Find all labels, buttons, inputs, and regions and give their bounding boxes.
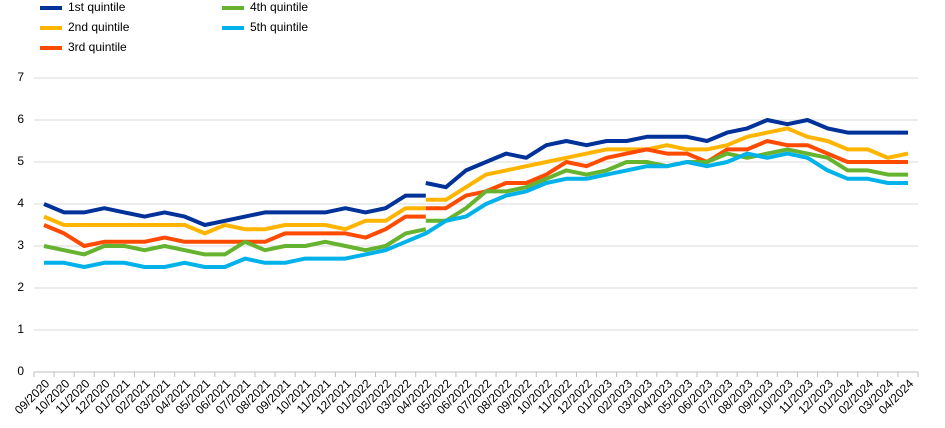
y-tick-label: 2 (17, 280, 24, 294)
y-tick-label: 6 (17, 112, 24, 126)
legend-label: 4th quintile (250, 0, 308, 14)
legend-label: 3rd quintile (68, 40, 127, 54)
legend-label: 2nd quintile (68, 20, 130, 34)
y-tick-label: 7 (17, 70, 24, 84)
series-line (43, 227, 427, 257)
series-line (43, 214, 426, 248)
y-tick-label: 4 (17, 196, 24, 210)
y-tick-label: 3 (17, 238, 24, 252)
series-line (43, 193, 426, 227)
series-line (43, 206, 426, 236)
y-tick-label: 5 (17, 154, 24, 168)
series-line (425, 118, 908, 190)
series-line (425, 139, 908, 211)
legend-label: 1st quintile (68, 0, 126, 14)
y-tick-label: 1 (17, 322, 24, 336)
series-line (44, 151, 908, 269)
legend-label: 5th quintile (250, 20, 308, 34)
y-tick-label: 0 (17, 364, 24, 378)
series-line (425, 126, 909, 202)
